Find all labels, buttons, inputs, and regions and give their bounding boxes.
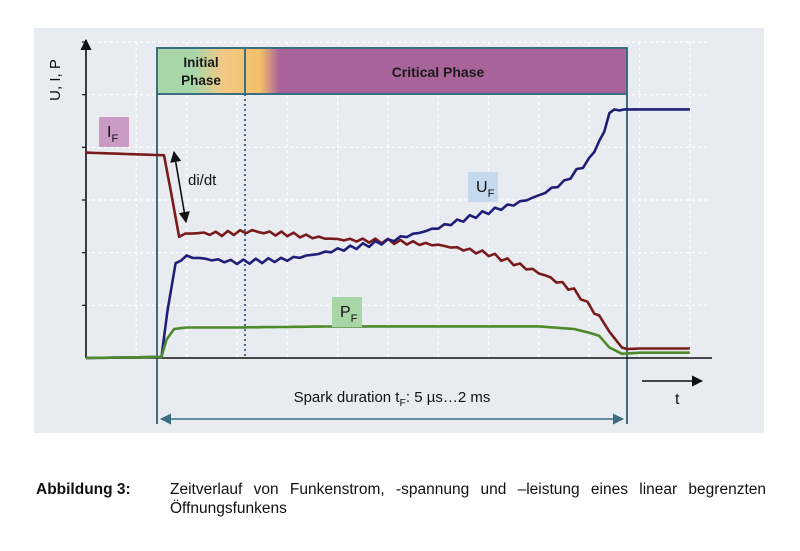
di-dt-arrow <box>170 150 190 224</box>
series-label-i: IF <box>107 124 118 145</box>
duration-range: : 5 µs…2 ms <box>406 389 491 406</box>
x-axis-label: t <box>675 391 680 408</box>
initial-phase-label-line2: Phase <box>181 73 221 88</box>
series-label-bg-i <box>99 117 129 147</box>
spark-duration-label: Spark duration tF: 5 µs…2 ms <box>294 389 491 409</box>
series-lines <box>85 108 690 360</box>
initial-phase-label-line1: Initial <box>183 55 218 70</box>
duration-sub: F <box>399 397 405 409</box>
y-axis-label: U, I, P <box>47 59 64 101</box>
series-labels: IF UF PF <box>99 117 498 327</box>
series-label-bg-u <box>468 172 498 202</box>
duration-text: Spark duration t <box>294 389 401 406</box>
y-ticks <box>82 41 86 306</box>
series-line-p <box>85 325 690 360</box>
series-label-u: UF <box>476 179 495 200</box>
critical-phase-label: Critical Phase <box>392 64 485 80</box>
caption-text: Zeitverlauf von Funkenstrom, -spannung u… <box>170 481 766 517</box>
phase-gradient-bar <box>157 48 627 94</box>
di-dt-label: di/dt <box>188 172 217 189</box>
series-line-u <box>85 108 690 360</box>
series-label-bg-p <box>332 297 362 327</box>
series-label-p: PF <box>340 304 358 325</box>
caption-label: Abbildung 3: <box>36 481 131 498</box>
figure-panel <box>34 28 764 433</box>
